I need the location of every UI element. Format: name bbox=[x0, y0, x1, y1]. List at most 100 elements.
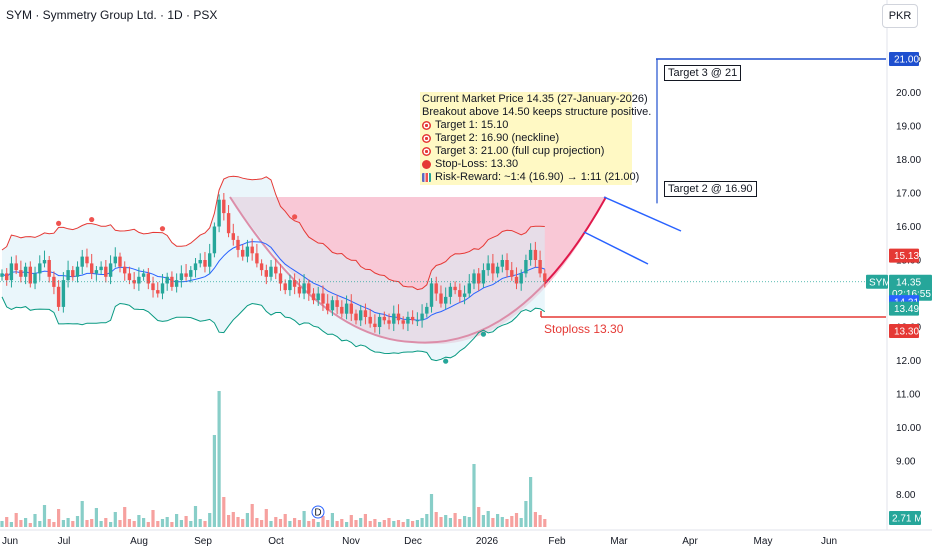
projection-line-lower[interactable] bbox=[583, 231, 649, 265]
candle[interactable] bbox=[23, 262, 28, 285]
candle[interactable] bbox=[5, 268, 9, 286]
candle[interactable] bbox=[392, 305, 396, 332]
projection-line-upper[interactable] bbox=[603, 196, 682, 232]
candle[interactable] bbox=[198, 253, 202, 268]
candle[interactable] bbox=[330, 296, 335, 316]
candle[interactable] bbox=[259, 259, 264, 276]
candle[interactable] bbox=[311, 288, 316, 305]
candle[interactable] bbox=[307, 279, 311, 301]
dividend-marker[interactable] bbox=[311, 505, 325, 519]
candle[interactable] bbox=[453, 281, 457, 295]
candle[interactable] bbox=[410, 310, 415, 325]
candle[interactable] bbox=[349, 294, 353, 321]
candle[interactable] bbox=[415, 312, 420, 326]
candle[interactable] bbox=[401, 316, 405, 330]
candle[interactable] bbox=[486, 255, 490, 276]
candle[interactable] bbox=[292, 273, 297, 295]
candle[interactable] bbox=[61, 272, 66, 313]
candle[interactable] bbox=[255, 243, 259, 268]
candle[interactable] bbox=[47, 255, 51, 283]
candle[interactable] bbox=[491, 253, 495, 281]
candle[interactable] bbox=[19, 260, 23, 283]
candle[interactable] bbox=[439, 285, 443, 308]
candle[interactable] bbox=[302, 274, 306, 300]
candle[interactable] bbox=[288, 274, 292, 296]
candle[interactable] bbox=[250, 238, 254, 261]
candle[interactable] bbox=[368, 308, 372, 328]
candle[interactable] bbox=[472, 269, 476, 290]
candle[interactable] bbox=[377, 312, 382, 335]
candle[interactable] bbox=[505, 253, 509, 278]
candle[interactable] bbox=[382, 311, 386, 325]
candle[interactable] bbox=[278, 264, 283, 291]
candle[interactable] bbox=[448, 282, 453, 305]
candle[interactable] bbox=[458, 283, 462, 303]
candle[interactable] bbox=[477, 268, 481, 291]
candle[interactable] bbox=[208, 243, 212, 275]
candle[interactable] bbox=[141, 269, 146, 281]
candle[interactable] bbox=[538, 250, 542, 278]
candle[interactable] bbox=[269, 260, 273, 281]
candle[interactable] bbox=[156, 282, 160, 298]
candle[interactable] bbox=[481, 263, 486, 288]
candle[interactable] bbox=[75, 261, 80, 283]
candle[interactable] bbox=[179, 265, 184, 288]
candle[interactable] bbox=[406, 311, 410, 332]
candle[interactable] bbox=[326, 294, 330, 315]
candle[interactable] bbox=[344, 295, 349, 320]
candle[interactable] bbox=[160, 274, 165, 300]
candle[interactable] bbox=[434, 276, 438, 301]
candle[interactable] bbox=[444, 287, 448, 310]
candle[interactable] bbox=[52, 271, 56, 295]
candle[interactable] bbox=[193, 257, 198, 278]
target-3-label[interactable]: Target 3 @ 21 bbox=[664, 65, 742, 81]
candle[interactable] bbox=[113, 247, 117, 268]
candle[interactable] bbox=[396, 304, 401, 325]
candle[interactable] bbox=[174, 273, 179, 293]
candle[interactable] bbox=[528, 243, 533, 266]
candle[interactable] bbox=[99, 261, 103, 275]
candle[interactable] bbox=[340, 300, 344, 318]
candle[interactable] bbox=[123, 261, 127, 281]
candle[interactable] bbox=[38, 255, 42, 281]
candle[interactable] bbox=[359, 304, 363, 326]
candle[interactable] bbox=[85, 248, 89, 268]
candle[interactable] bbox=[297, 278, 302, 298]
candle[interactable] bbox=[56, 280, 61, 311]
candle[interactable] bbox=[335, 294, 339, 315]
candle[interactable] bbox=[146, 268, 150, 290]
candle[interactable] bbox=[373, 314, 377, 333]
candle[interactable] bbox=[425, 302, 429, 318]
candle[interactable] bbox=[500, 254, 504, 273]
candle[interactable] bbox=[212, 222, 217, 258]
candle[interactable] bbox=[462, 285, 467, 305]
candle[interactable] bbox=[241, 244, 245, 261]
candle[interactable] bbox=[245, 239, 250, 263]
currency-selector[interactable]: PKR bbox=[882, 4, 918, 28]
candle[interactable] bbox=[127, 266, 132, 285]
stoploss-label[interactable]: Stoploss 13.30 bbox=[544, 322, 624, 336]
candle[interactable] bbox=[42, 250, 47, 268]
candle[interactable] bbox=[80, 249, 84, 275]
candle[interactable] bbox=[354, 309, 358, 325]
candle[interactable] bbox=[420, 304, 424, 328]
candle[interactable] bbox=[264, 264, 268, 285]
candle[interactable] bbox=[510, 262, 514, 281]
symbol-title[interactable]: SYM · Symmetry Group Ltd. · 1D · PSX bbox=[6, 8, 218, 22]
candle[interactable] bbox=[226, 205, 231, 238]
candle[interactable] bbox=[217, 194, 221, 233]
candle[interactable] bbox=[236, 235, 240, 258]
candle[interactable] bbox=[495, 262, 500, 278]
target-2-label[interactable]: Target 2 @ 16.90 bbox=[664, 181, 757, 197]
candle[interactable] bbox=[108, 255, 113, 285]
candle[interactable] bbox=[66, 260, 70, 288]
candle[interactable] bbox=[387, 313, 391, 330]
candle[interactable] bbox=[94, 266, 99, 281]
candle[interactable] bbox=[543, 269, 547, 288]
candle[interactable] bbox=[363, 303, 368, 325]
candle[interactable] bbox=[533, 241, 538, 268]
candle[interactable] bbox=[0, 269, 4, 281]
candle[interactable] bbox=[165, 272, 169, 291]
